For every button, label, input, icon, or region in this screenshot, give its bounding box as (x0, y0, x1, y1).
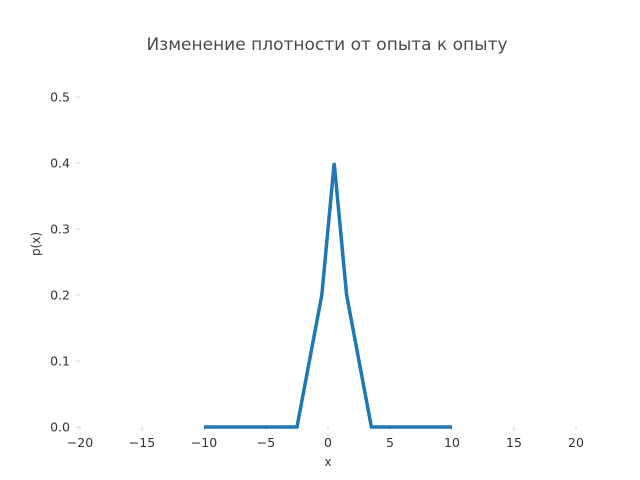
x-axis-label: x (324, 455, 331, 469)
plot-area (204, 162, 452, 429)
y-tick-label: 0.5 (50, 90, 70, 105)
y-axis: 0.0 0.1 0.2 0.3 0.4 0.5 (50, 90, 80, 435)
x-tick-label: 10 (444, 435, 460, 450)
y-tick-label: 0.3 (50, 222, 70, 237)
y-tick-label: 0.2 (50, 288, 70, 303)
x-axis: −20 −15 −10 −5 0 5 10 15 20 (67, 427, 584, 450)
y-tick-label: 0.4 (50, 156, 70, 171)
chart-title: Изменение плотности от опыта к опыту (146, 35, 507, 55)
x-tick-label: 15 (506, 435, 522, 450)
x-tick-label: 20 (568, 435, 584, 450)
density-line (204, 162, 452, 429)
x-tick-label: −10 (191, 435, 217, 450)
x-tick-label: −20 (67, 435, 93, 450)
x-tick-label: 0 (324, 435, 332, 450)
y-axis-label: p(x) (29, 232, 43, 256)
x-tick-label: 5 (386, 435, 394, 450)
y-tick-label: 0.1 (50, 354, 70, 369)
x-tick-label: −5 (257, 435, 275, 450)
y-tick-label: 0.0 (50, 420, 70, 435)
x-tick-label: −15 (129, 435, 155, 450)
